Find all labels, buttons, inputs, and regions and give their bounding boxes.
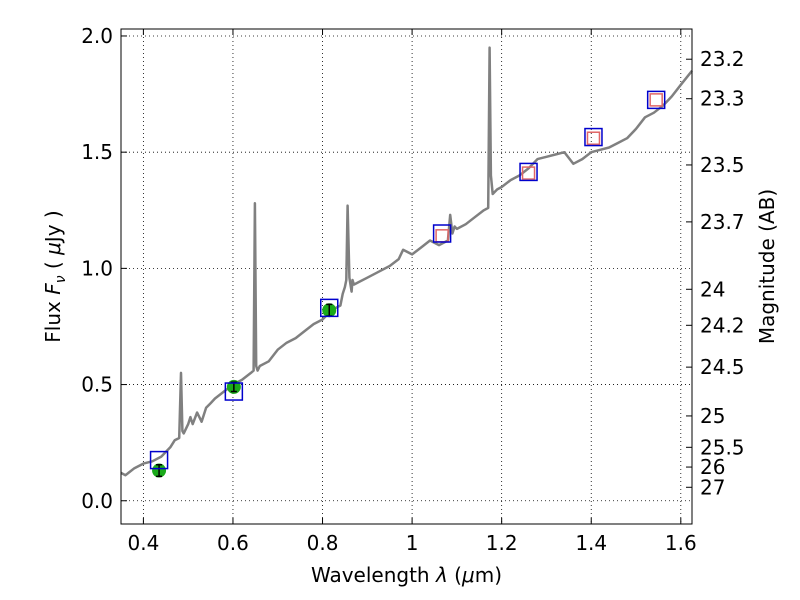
grid: [121, 29, 692, 524]
model-flux-box: [584, 127, 603, 147]
x-tick-label: 1.4: [575, 531, 607, 555]
y-tick-label: 0.0: [81, 489, 113, 513]
observed-flux-box: [649, 93, 663, 107]
ticks: 0.4 0.6 0.8 1 1.2 1.4 1.6 0.0 0.5 1.0 1.5 2.0 23.2 23…: [81, 24, 744, 555]
model-flux-box: [319, 298, 339, 318]
model-flux-box: [646, 90, 666, 110]
plot-frame: [120, 28, 693, 525]
y-tick-label: 1.0: [81, 256, 113, 280]
observed-flux-box: [586, 131, 601, 145]
y2-tick-label: 23.7: [700, 210, 745, 234]
y2-tick-label: 23.3: [700, 87, 745, 111]
y2-tick-label: 23.5: [700, 153, 745, 177]
y2-tick-label: 25.5: [700, 435, 745, 459]
spectrum-line: [120, 46, 693, 477]
x-tick-label: 0.8: [307, 531, 339, 555]
y2-tick-label: 27: [700, 475, 725, 499]
y-tick-label: 0.5: [81, 373, 113, 397]
y2-tick-label: 25: [700, 404, 725, 428]
plot-data: [120, 46, 693, 478]
model-flux-box: [149, 450, 169, 470]
secondary-y-axis-title: Magnitude (AB): [755, 189, 779, 344]
y-tick-label: 2.0: [81, 24, 113, 48]
x-tick-label: 1: [406, 531, 419, 555]
x-tick-label: 0.6: [217, 531, 249, 555]
x-tick-label: 1.2: [486, 531, 518, 555]
x-tick-label: 0.4: [127, 531, 159, 555]
y2-tick-label: 24.2: [700, 313, 745, 337]
model-flux-box: [432, 224, 452, 243]
y2-tick-label: 24: [700, 277, 725, 301]
x-axis-title: Wavelength λ (μm): [311, 563, 502, 587]
y2-tick-label: 26: [700, 455, 725, 479]
y-tick-label: 1.5: [81, 140, 113, 164]
y2-tick-label: 24.5: [700, 355, 745, 379]
y2-tick-label: 23.2: [700, 47, 745, 71]
observed-flux-box: [521, 166, 536, 180]
y-axis-title: Flux Fν ( μJy ): [41, 210, 69, 342]
model-flux-box: [224, 382, 244, 401]
x-tick-label: 1.6: [665, 531, 697, 555]
model-flux-box: [519, 162, 538, 182]
